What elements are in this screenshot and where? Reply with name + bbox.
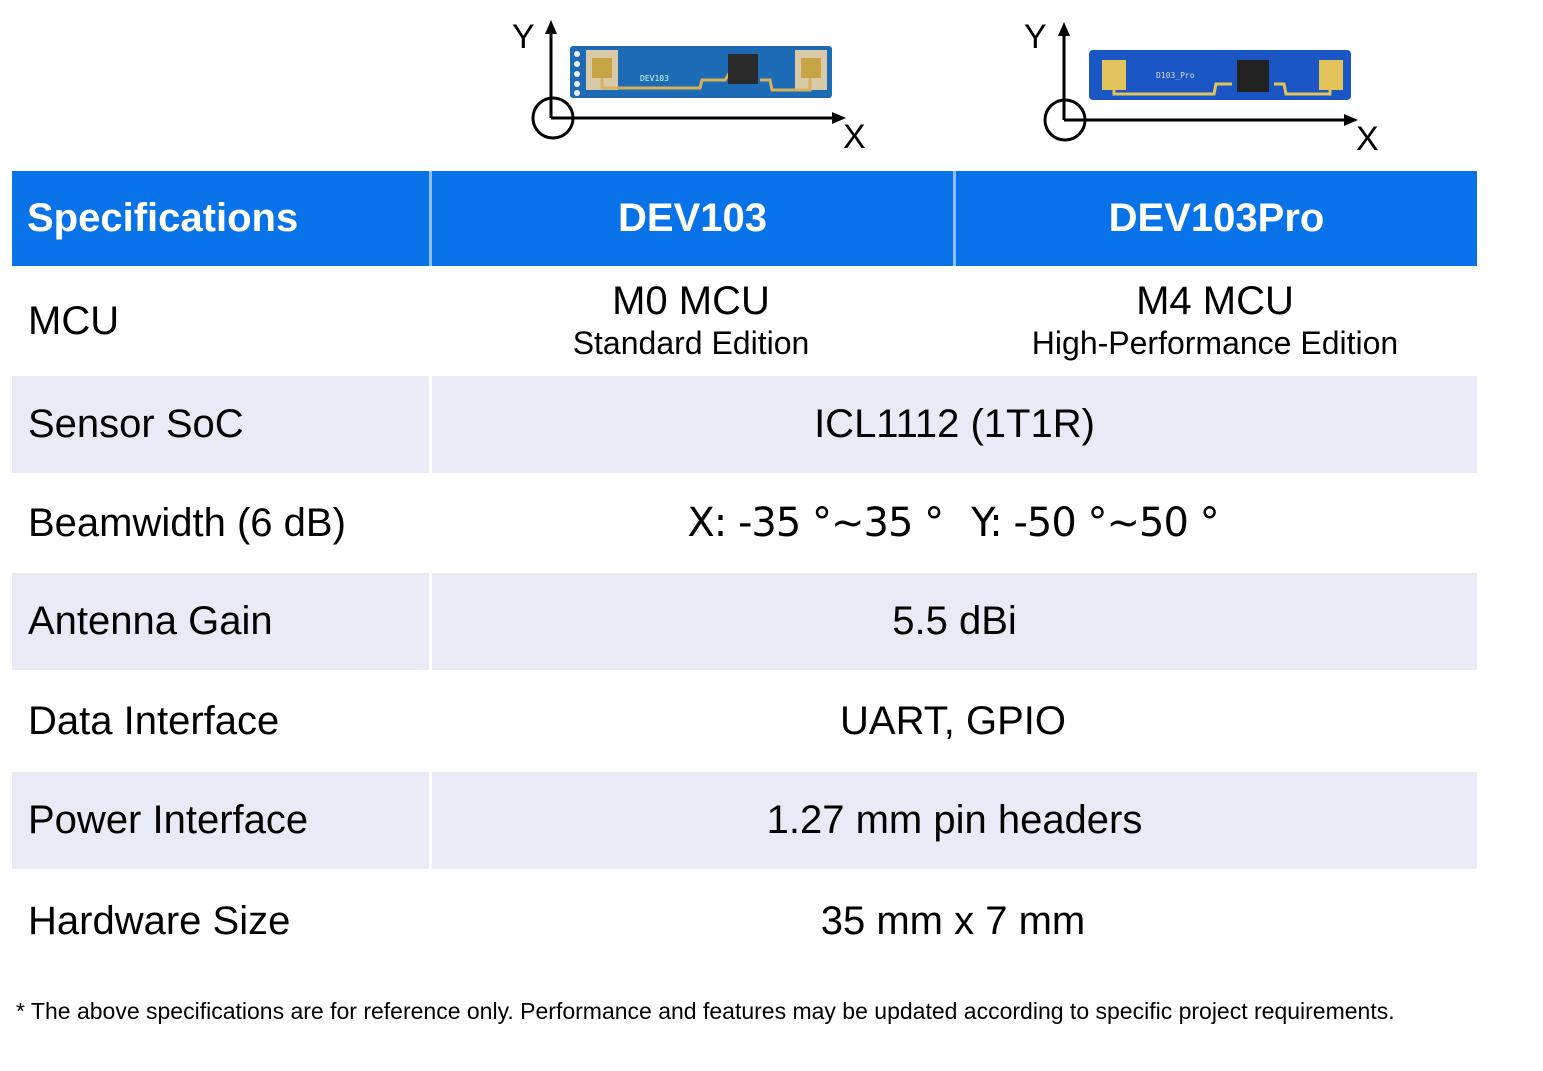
row-label: Sensor SoC <box>28 402 244 446</box>
dev103-mcu-cell: M0 MCU Standard Edition <box>429 266 953 376</box>
row-label: MCU <box>28 298 120 343</box>
footnote: * The above specifications are for refer… <box>16 998 1395 1024</box>
row-label: Hardware Size <box>28 898 291 943</box>
row-label: Antenna Gain <box>28 599 273 643</box>
header-dev103pro: DEV103Pro <box>953 171 1477 266</box>
dev103pro-mcu-cell: M4 MCU High-Performance Edition <box>953 266 1477 376</box>
dev103-board-figure: Y X DEV103 <box>510 14 870 159</box>
header-specifications: Specifications <box>27 196 299 240</box>
table-row-data-interface: Data Interface UART, GPIO <box>12 670 1477 772</box>
table-row-beamwidth: Beamwidth (6 dB) X: -35 °~35 ° Y: -50 °~… <box>12 473 1477 573</box>
dev103pro-mcu: M4 MCU <box>1136 279 1294 323</box>
dev103-mcu: M0 MCU <box>612 279 770 323</box>
dev103-edition: Standard Edition <box>572 325 810 361</box>
table-row-hardware-size: Hardware Size 35 mm x 7 mm <box>12 869 1477 973</box>
row-value: X: -35 °~35 ° Y: -50 °~50 ° <box>429 473 1477 573</box>
y-axis-label: Y <box>512 18 535 56</box>
table-row-antenna-gain: Antenna Gain 5.5 dBi <box>12 573 1477 670</box>
row-value: 5.5 dBi <box>429 573 1477 670</box>
header-dev103: DEV103 <box>429 171 953 266</box>
pcb-board-icon: DEV103 <box>570 46 832 98</box>
row-label: Power Interface <box>28 798 309 842</box>
svg-text:DEV103: DEV103 <box>640 74 669 83</box>
dev103pro-board-figure: Y X D103_Pro <box>1022 14 1382 159</box>
row-value: 35 mm x 7 mm <box>820 898 1086 943</box>
row-label: Data Interface <box>28 698 280 743</box>
row-value: 1.27 mm pin headers <box>429 772 1477 869</box>
dev103pro-edition: High-Performance Edition <box>1031 325 1399 361</box>
table-header: Specifications DEV103 DEV103Pro <box>12 171 1477 266</box>
pcb-board-icon: D103_Pro <box>1089 50 1351 100</box>
y-axis-label: Y <box>1024 18 1047 56</box>
row-value: ICL1112 (1T1R) <box>429 376 1477 473</box>
beamwidth-x: X: -35 °~35 ° <box>687 500 944 546</box>
row-value: UART, GPIO <box>840 698 1066 743</box>
coordinate-axes-icon: D103_Pro <box>1043 22 1358 142</box>
svg-text:D103_Pro: D103_Pro <box>1156 71 1195 80</box>
specifications-table: Specifications DEV103 DEV103Pro MCU M0 M… <box>12 171 1477 973</box>
row-label: Beamwidth (6 dB) <box>28 500 346 545</box>
table-row-sensor-soc: Sensor SoC ICL1112 (1T1R) <box>12 376 1477 473</box>
table-row-mcu: MCU M0 MCU Standard Edition M4 MCU High-… <box>12 266 1477 376</box>
coordinate-axes-icon: DEV103 <box>531 20 846 140</box>
x-axis-label: X <box>1356 120 1379 158</box>
table-row-power-interface: Power Interface 1.27 mm pin headers <box>12 772 1477 869</box>
x-axis-label: X <box>843 118 866 156</box>
beamwidth-y: Y: -50 °~50 ° <box>971 500 1219 546</box>
